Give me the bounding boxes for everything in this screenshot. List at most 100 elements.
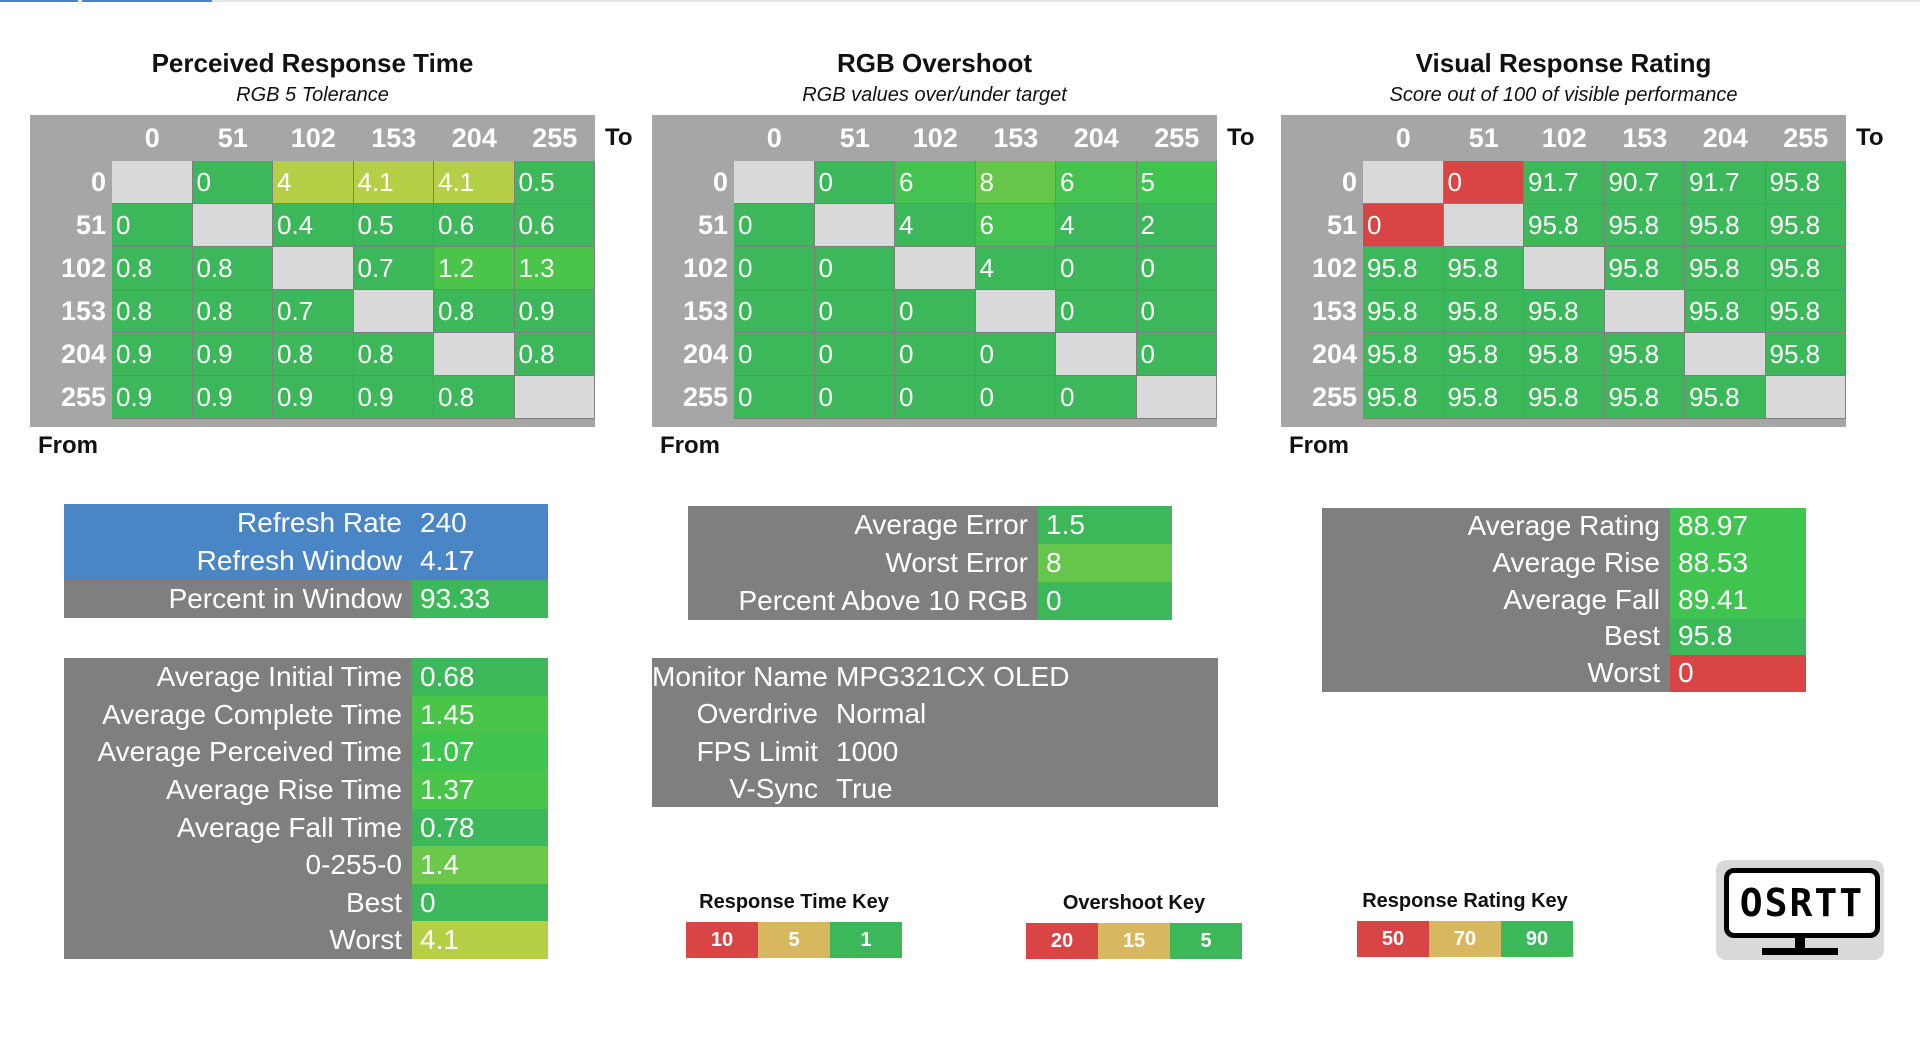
matrix-cell: 0.8 — [273, 333, 354, 376]
matrix-cell: 0 — [734, 204, 815, 247]
key-swatch: 90 — [1501, 921, 1573, 957]
from-label: From — [660, 432, 720, 459]
response-rating-key-title: Response Rating Key — [1362, 890, 1568, 912]
overshoot-key: 20 15 5 — [1026, 923, 1242, 959]
stat-row: Average Error 1.5 — [688, 506, 1172, 544]
matrix-cell: 2 — [1136, 204, 1217, 247]
column-header: 51 — [192, 115, 273, 161]
matrix-cell-empty — [734, 161, 815, 204]
stat-value: 95.8 — [1670, 618, 1806, 656]
column-header: 153 — [975, 115, 1056, 161]
matrix-cell: 4 — [1056, 204, 1137, 247]
matrix-cell: 95.8 — [1524, 333, 1605, 376]
matrix-cell: 0 — [814, 333, 895, 376]
stat-label: Average Complete Time — [64, 695, 412, 734]
matrix-cell: 1.2 — [434, 247, 515, 290]
matrix-cell: 0 — [112, 204, 193, 247]
matrix-cell: 0.8 — [434, 290, 515, 333]
matrix-cell: 4.1 — [434, 161, 515, 204]
matrix-cell: 95.8 — [1443, 333, 1524, 376]
column-header: 0 — [1363, 115, 1444, 161]
overshoot-error-table: Average Error 1.5 Worst Error 8 Percent Abov… — [688, 506, 1172, 620]
matrix-cell: 5 — [1136, 161, 1217, 204]
matrix-cell: 0.9 — [514, 290, 595, 333]
matrix-cell-empty — [1604, 290, 1685, 333]
matrix-cell: 0.9 — [273, 376, 354, 419]
matrix-corner — [1281, 115, 1363, 161]
matrix-cell: 0 — [1136, 333, 1217, 376]
stat-label: Average Fall Time — [64, 808, 412, 847]
matrix-cell: 4 — [273, 161, 354, 204]
stat-label: Best — [64, 883, 412, 922]
column-header: 255 — [514, 115, 595, 161]
response-rating-matrix: 0 51 102 153 204 255 0 0 91.7 90.7 91.7 95.8 51 0 95.8… — [1281, 115, 1846, 427]
stat-row: Refresh Rate 240 — [64, 504, 548, 542]
stat-row: 0-255-0 1.4 — [64, 846, 548, 884]
stat-row: Worst 4.1 — [64, 921, 548, 959]
stat-value: 8 — [1038, 544, 1172, 582]
stat-value: 93.33 — [412, 580, 548, 618]
matrix-cell: 0.8 — [434, 376, 515, 419]
stat-value: 1.07 — [412, 733, 548, 771]
stat-row: Best 0 — [64, 883, 548, 922]
monitor-icon: OSRTT — [1724, 868, 1880, 938]
refresh-stats-table: Refresh Rate 240 Refresh Window 4.17 Percent… — [64, 504, 548, 618]
matrix-cell: 0 — [1056, 247, 1137, 290]
row-header: 153 — [652, 290, 734, 333]
stat-value: 1.4 — [412, 846, 548, 884]
matrix-cell: 95.8 — [1363, 247, 1444, 290]
tab-indicator[interactable] — [0, 0, 78, 2]
matrix-cell: 95.8 — [1685, 376, 1766, 419]
stat-row: Average Fall Time 0.78 — [64, 808, 548, 847]
column-header: 204 — [1056, 115, 1137, 161]
matrix-cell: 0.9 — [112, 333, 193, 376]
stat-label: Percent Above 10 RGB — [688, 582, 1038, 620]
matrix-cell-empty — [1443, 204, 1524, 247]
stat-value: 4.1 — [412, 921, 548, 959]
column-header: 51 — [1443, 115, 1524, 161]
matrix-cell: 0 — [1056, 376, 1137, 419]
matrix-cell: 0 — [814, 247, 895, 290]
matrix-cell-empty — [1363, 161, 1444, 204]
matrix-cell: 0.8 — [112, 290, 193, 333]
matrix-cell-empty — [1685, 333, 1766, 376]
key-swatch: 10 — [686, 922, 758, 958]
stat-label: Worst — [64, 921, 412, 959]
stat-value: 88.53 — [1670, 544, 1806, 582]
row-header: 204 — [652, 333, 734, 376]
panel-title: RGB Overshoot — [836, 48, 1033, 78]
tab-indicator[interactable] — [82, 0, 212, 2]
matrix-cell: 95.8 — [1524, 204, 1605, 247]
column-header: 255 — [1765, 115, 1846, 161]
matrix-cell: 4 — [975, 247, 1056, 290]
stat-label: Monitor Name — [652, 658, 828, 696]
matrix-cell: 0 — [192, 161, 273, 204]
matrix-cell: 95.8 — [1765, 333, 1846, 376]
stat-value: 1.5 — [1038, 506, 1172, 544]
stat-row: Average Rise 88.53 — [1322, 544, 1806, 582]
overshoot-key-title: Overshoot Key — [1062, 892, 1206, 914]
row-header: 153 — [1281, 290, 1363, 333]
matrix-cell: 0.6 — [434, 204, 515, 247]
row-header: 0 — [1281, 161, 1363, 204]
stat-row: Best 95.8 — [1322, 618, 1806, 656]
matrix-cell: 0 — [975, 333, 1056, 376]
row-header: 255 — [30, 376, 112, 419]
matrix-cell: 95.8 — [1604, 204, 1685, 247]
matrix-cell: 0.8 — [112, 247, 193, 290]
stat-value: 0 — [1670, 655, 1806, 692]
matrix-cell: 91.7 — [1524, 161, 1605, 204]
matrix-cell: 95.8 — [1765, 204, 1846, 247]
stat-row: Average Rise Time 1.37 — [64, 770, 548, 809]
key-swatch: 70 — [1429, 921, 1501, 957]
stat-row: Percent in Window 93.33 — [64, 580, 548, 618]
matrix-cell: 0 — [734, 333, 815, 376]
matrix-cell-empty — [353, 290, 434, 333]
matrix-cell: 95.8 — [1443, 247, 1524, 290]
matrix-cell: 95.8 — [1765, 290, 1846, 333]
matrix-cell: 95.8 — [1363, 333, 1444, 376]
stat-value: 89.41 — [1670, 581, 1806, 619]
column-header: 102 — [895, 115, 976, 161]
stat-row: Worst 0 — [1322, 655, 1806, 692]
matrix-cell: 95.8 — [1524, 290, 1605, 333]
